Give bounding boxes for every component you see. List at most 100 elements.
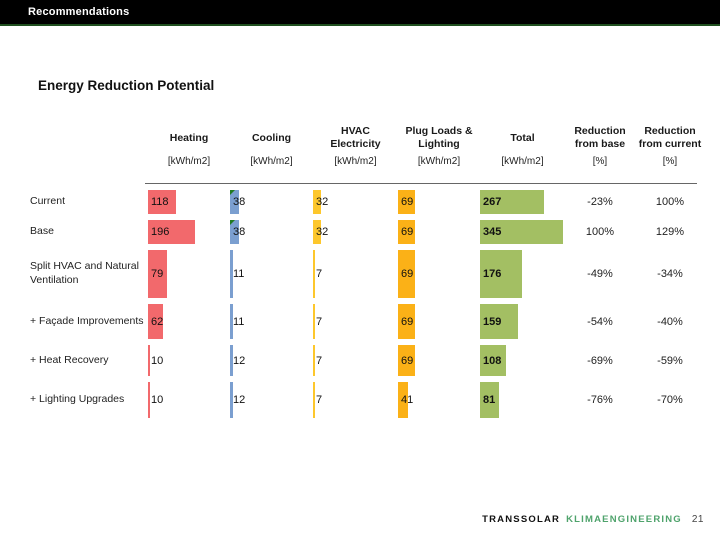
cooling-cell: 11 <box>230 301 313 342</box>
column-header-reduction-from-current: Reduction from current [%] <box>635 120 705 172</box>
heating-bar <box>148 382 151 418</box>
hvac-electricity-cell: 7 <box>313 247 398 301</box>
plug-loads-lighting-cell: 69 <box>398 301 480 342</box>
column-unit: [%] <box>662 156 678 167</box>
cooling-cell: 12 <box>230 379 313 421</box>
reduction-from-current-cell: 129% <box>655 226 685 238</box>
column-header-col <box>30 120 148 172</box>
column-unit: [kWh/m2] <box>250 156 293 167</box>
table-body: Current 118 38 32 69 267 -23% 100% Base 196 38 32 69… <box>30 187 705 421</box>
heating-bar <box>148 345 151 376</box>
plug-loads-lighting-cell: 69 <box>398 187 480 217</box>
bar-value: 345 <box>483 226 502 238</box>
column-header-reduction-from-base: Reduction from base [%] <box>565 120 635 172</box>
table-row-lighting-upgrades: + Lighting Upgrades 10 12 7 41 81 -76% -70% <box>30 379 705 421</box>
bar-value: 11 <box>233 268 245 280</box>
column-title: Reduction from current <box>638 125 702 150</box>
bar-value: 38 <box>233 196 246 208</box>
column-unit: [kWh/m2] <box>334 156 377 167</box>
table-row-heat-recovery: + Heat Recovery 10 12 7 69 108 -69% -59% <box>30 342 705 379</box>
hvac-electricity-bar <box>313 220 321 244</box>
column-title: Plug Loads & Lighting <box>405 125 473 150</box>
bar-value: 267 <box>483 196 502 208</box>
table-header-row: Heating [kWh/m2] Cooling [kWh/m2] HVAC Elect… <box>30 120 705 172</box>
bar-value: 7 <box>316 354 323 367</box>
reduction-from-current-cell: -59% <box>657 354 683 367</box>
reduction-from-base-cell: -54% <box>587 315 613 328</box>
column-title: Reduction from base <box>574 125 626 150</box>
total-cell: 159 <box>480 301 565 342</box>
row-label: Base <box>30 225 54 238</box>
table-row-base: Base 196 38 32 69 345 100% 129% <box>30 217 705 247</box>
top-bar-title: Recommendations <box>28 6 130 18</box>
row-label: + Façade Improvements <box>30 314 144 327</box>
hvac-electricity-bar <box>313 382 315 418</box>
bar-value: 108 <box>483 354 502 367</box>
hvac-electricity-cell: 32 <box>313 217 398 247</box>
bar-value: 69 <box>401 196 414 208</box>
heating-cell: 10 <box>148 379 230 421</box>
reduction-from-base-cell: -76% <box>587 394 613 406</box>
cooling-cell: 38 <box>230 217 313 247</box>
bar-value: 7 <box>316 315 323 328</box>
column-header-hvac-electricity: HVAC Electricity [kWh/m2] <box>313 120 398 172</box>
bar-value: 38 <box>233 226 246 238</box>
heating-bar <box>148 304 163 339</box>
bar-value: 11 <box>233 315 245 328</box>
page-number: 21 <box>691 514 704 525</box>
total-bar <box>480 190 545 214</box>
reduction-from-current-cell: -34% <box>657 268 683 280</box>
reduction-from-current-cell: 100% <box>655 196 685 208</box>
bar-value: 69 <box>401 315 414 328</box>
brand-klimaengineering: KLIMAENGINEERING <box>566 514 682 525</box>
column-header-plug-loads-lighting: Plug Loads & Lighting [kWh/m2] <box>398 120 480 172</box>
bar-value: 10 <box>151 394 164 406</box>
bar-value: 118 <box>151 196 169 208</box>
plug-loads-lighting-bar <box>398 304 415 339</box>
total-bar <box>480 304 519 339</box>
plug-loads-lighting-bar <box>398 345 415 376</box>
bar-value: 69 <box>401 268 414 280</box>
bar-value: 32 <box>316 196 329 208</box>
reduction-from-base-cell: -23% <box>587 196 613 208</box>
hvac-electricity-cell: 7 <box>313 379 398 421</box>
column-header-total: Total [kWh/m2] <box>480 120 565 172</box>
bar-value: 7 <box>316 394 323 406</box>
cooling-bar <box>230 190 240 214</box>
bar-value: 79 <box>151 268 164 280</box>
plug-loads-lighting-cell: 41 <box>398 379 480 421</box>
total-cell: 108 <box>480 342 565 379</box>
column-title: Cooling <box>251 131 292 144</box>
heating-bar <box>148 250 167 298</box>
comment-marker-icon <box>230 190 235 195</box>
table-row-fa-ade-improvements: + Façade Improvements 62 11 7 69 159 -54% -40% <box>30 301 705 342</box>
header-divider-line <box>145 183 697 184</box>
row-label: + Heat Recovery <box>30 353 109 366</box>
reduction-from-base-cell: -49% <box>587 268 613 280</box>
bar-value: 12 <box>233 354 246 367</box>
heating-cell: 79 <box>148 247 230 301</box>
plug-loads-lighting-cell: 69 <box>398 342 480 379</box>
row-label: + Lighting Upgrades <box>30 393 125 406</box>
bar-value: 159 <box>483 315 502 328</box>
total-cell: 176 <box>480 247 565 301</box>
cooling-bar <box>230 304 233 339</box>
total-cell: 81 <box>480 379 565 421</box>
total-bar <box>480 250 523 298</box>
hvac-electricity-cell: 32 <box>313 187 398 217</box>
heating-cell: 118 <box>148 187 230 217</box>
bar-value: 12 <box>233 394 246 406</box>
reduction-from-base-cell: 100% <box>585 226 615 238</box>
row-label: Current <box>30 195 66 208</box>
plug-loads-lighting-bar <box>398 220 415 244</box>
total-bar <box>480 220 563 244</box>
table-row-split-hvac-and-natural-ventilation: Split HVAC and Natural Ventilation 79 11 7 6… <box>30 247 705 301</box>
column-header-cooling: Cooling [kWh/m2] <box>230 120 313 172</box>
heating-cell: 196 <box>148 217 230 247</box>
hvac-electricity-bar <box>313 190 321 214</box>
bar-value: 10 <box>151 354 164 367</box>
hvac-electricity-bar <box>313 250 315 298</box>
brand-transsolar: TRANSSOLAR <box>482 514 561 525</box>
row-label: Split HVAC and Natural Ventilation <box>30 260 139 286</box>
plug-loads-lighting-cell: 69 <box>398 247 480 301</box>
